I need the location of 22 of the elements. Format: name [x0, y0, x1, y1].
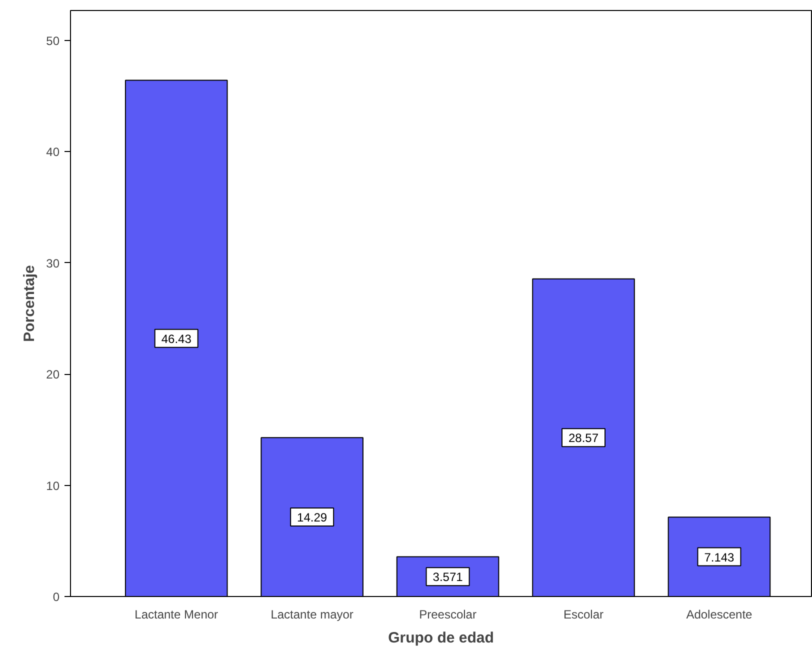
x-tick-label: Adolescente	[686, 608, 753, 622]
x-tick-label: Preescolar	[419, 608, 476, 622]
data-label: 14.29	[297, 510, 328, 525]
y-tick-label: 10	[46, 478, 60, 493]
y-tick-label: 50	[46, 34, 60, 48]
y-axis-title: Porcentaje	[21, 265, 38, 342]
data-label: 3.571	[432, 570, 464, 584]
bar	[124, 80, 228, 596]
bar	[532, 278, 635, 596]
x-axis-title: Grupo de edad	[388, 630, 494, 646]
y-tick-label: 30	[46, 256, 60, 270]
y-tick-label: 20	[46, 368, 60, 382]
x-tick-label: Lactante Menor	[134, 608, 218, 622]
y-tick-label: 40	[46, 145, 60, 160]
data-label: 46.43	[161, 332, 192, 346]
x-tick-label: Escolar	[563, 608, 604, 622]
bar	[668, 516, 771, 596]
bar	[260, 437, 364, 596]
x-tick-label: Lactante mayor	[270, 608, 354, 622]
y-tick-label: 0	[52, 590, 60, 604]
data-label: 28.57	[568, 431, 599, 446]
data-label: 7.143	[704, 550, 735, 564]
